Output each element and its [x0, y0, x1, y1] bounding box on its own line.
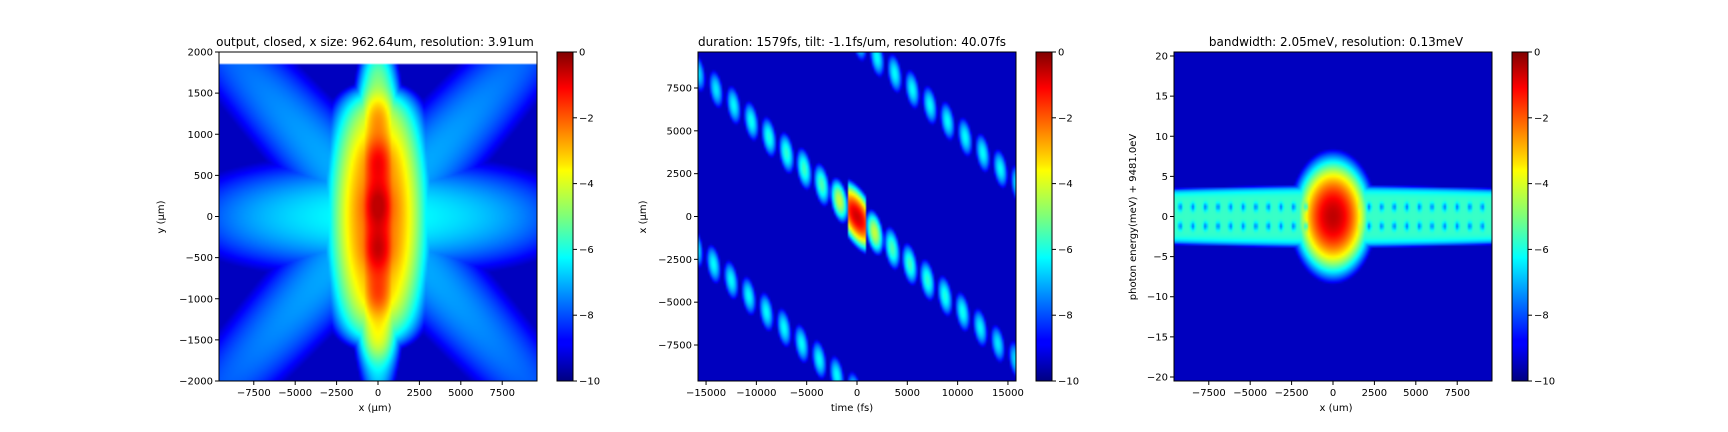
y-tick-label: 500: [194, 171, 213, 182]
y-tick-label: −5000: [658, 298, 692, 309]
y-tick-label: −10: [1147, 292, 1168, 303]
y-tick-label: −20: [1147, 372, 1168, 383]
y-tick-label: 2000: [188, 48, 213, 59]
colorbar-gradient: [1036, 52, 1052, 381]
colorbar-tick-label: −2: [1058, 113, 1073, 124]
y-tick-label: −2500: [658, 255, 692, 266]
y-tick-label: 0: [1162, 212, 1168, 223]
colorbar-gradient: [1512, 52, 1528, 381]
colorbar-tick-label: 0: [1058, 48, 1064, 59]
x-tick-label: 7500: [1444, 388, 1469, 399]
x-tick-label: 5000: [1403, 388, 1428, 399]
colorbar-tick-label: −10: [1534, 377, 1555, 388]
panel-title: duration: 1579fs, tilt: -1.1fs/um, resol…: [698, 35, 1006, 49]
heatmap-image: [698, 52, 1016, 381]
colorbar-tick-label: −8: [1534, 311, 1549, 322]
colorbar-tick-label: −2: [1534, 113, 1549, 124]
colorbar-tick-label: −6: [579, 245, 594, 256]
y-tick-label: 0: [207, 212, 213, 223]
colorbar-tick-label: −4: [579, 179, 594, 190]
y-axis-label: photon energy(meV) + 9481.0eV: [1128, 134, 1139, 301]
colorbar: 0 −2 −4 −6 −8 −10: [556, 48, 600, 388]
y-tick-label: −15: [1147, 332, 1168, 343]
colorbar-tick-label: −4: [1058, 179, 1073, 190]
heatmap-image: [1174, 52, 1492, 381]
y-tick-label: −2000: [179, 377, 213, 388]
colorbar-tick-label: −8: [1058, 311, 1073, 322]
y-tick-label: 7500: [667, 83, 692, 94]
panel-output: output, closed, x size: 962.64um, resolu…: [156, 35, 600, 414]
colorbar-frame: [1511, 51, 1529, 382]
colorbar: 0 −2 −4 −6 −8 −10: [1035, 48, 1079, 388]
x-tick-label: −10000: [736, 388, 776, 399]
x-tick-label: −5000: [1233, 388, 1267, 399]
colorbar-tick-label: −6: [1534, 245, 1549, 256]
y-tick-label: −500: [186, 253, 213, 264]
x-tick-label: −5000: [278, 388, 312, 399]
colorbar-tick-label: −4: [1534, 179, 1549, 190]
x-tick-label: 0: [375, 388, 381, 399]
x-tick-label: −15000: [686, 388, 726, 399]
x-tick-label: −7500: [1192, 388, 1226, 399]
y-tick-label: 10: [1155, 132, 1168, 143]
colorbar-frame: [556, 51, 574, 382]
y-tick-label: −5: [1153, 252, 1168, 263]
x-tick-label: −2500: [320, 388, 354, 399]
heatmap-raster: [698, 52, 1016, 381]
panel-spectral: bandwidth: 2.05meV, resolution: 0.13meV …: [1128, 35, 1555, 414]
y-tick-label: −1000: [179, 294, 213, 305]
x-axis: −7500 −5000 −2500 0 2500 5000 7500: [1192, 381, 1470, 399]
x-axis-label: time (fs): [831, 403, 873, 414]
y-tick-label: 1000: [188, 130, 213, 141]
heatmap-raster: [1174, 52, 1492, 381]
x-axis: −15000 −10000 −5000 0 5000 10000 15000: [686, 381, 1024, 399]
y-tick-label: 20: [1155, 52, 1168, 63]
y-axis: −7500 −5000 −2500 0 2500 5000 7500: [658, 83, 698, 352]
colorbar: 0 −2 −4 −6 −8 −10: [1511, 48, 1555, 388]
panel-temporal: duration: 1579fs, tilt: -1.1fs/um, resol…: [638, 35, 1079, 414]
x-tick-label: 10000: [942, 388, 974, 399]
y-axis: −20 −15 −10 −5 0 5 10 15 20: [1147, 52, 1174, 383]
y-tick-label: 5000: [667, 126, 692, 137]
x-tick-label: −2500: [1275, 388, 1309, 399]
panel-title: bandwidth: 2.05meV, resolution: 0.13meV: [1209, 35, 1464, 49]
x-tick-label: 7500: [489, 388, 514, 399]
y-tick-label: 2500: [667, 169, 692, 180]
panel-title: output, closed, x size: 962.64um, resolu…: [216, 35, 534, 49]
y-tick-label: 0: [686, 212, 692, 223]
x-axis-label: x (um): [1320, 403, 1353, 414]
y-tick-label: −1500: [179, 335, 213, 346]
colorbar-frame: [1035, 51, 1053, 382]
x-tick-label: −7500: [237, 388, 271, 399]
x-axis: −7500 −5000 −2500 0 2500 5000 7500: [237, 381, 515, 399]
colorbar-tick-label: 0: [1534, 48, 1540, 59]
x-tick-label: 5000: [448, 388, 473, 399]
y-tick-label: 5: [1162, 172, 1168, 183]
y-axis-label: x (μm): [638, 200, 649, 233]
colorbar-tick-label: 0: [579, 48, 585, 59]
x-tick-label: 0: [854, 388, 860, 399]
colorbar-tick-label: −10: [579, 377, 600, 388]
heatmap-raster: [219, 52, 537, 381]
y-tick-label: 15: [1155, 92, 1168, 103]
colorbar-tick-label: −2: [579, 113, 594, 124]
x-tick-label: −5000: [790, 388, 824, 399]
colorbar-tick-label: −10: [1058, 377, 1079, 388]
x-tick-label: 2500: [1362, 388, 1387, 399]
colorbar-tick-label: −6: [1058, 245, 1073, 256]
y-tick-label: 1500: [188, 89, 213, 100]
colorbar-gradient: [557, 52, 573, 381]
colorbar-tick-label: −8: [579, 311, 594, 322]
y-axis: −2000 −1500 −1000 −500 0 500 1000 1500 2000: [179, 48, 219, 388]
y-tick-label: −7500: [658, 341, 692, 352]
x-tick-label: 2500: [407, 388, 432, 399]
x-tick-label: 5000: [895, 388, 920, 399]
x-axis-label: x (μm): [358, 403, 391, 414]
x-tick-label: 0: [1330, 388, 1336, 399]
heatmap-image: [219, 52, 537, 381]
y-axis-label: y (μm): [156, 200, 167, 233]
x-tick-label: 15000: [992, 388, 1024, 399]
